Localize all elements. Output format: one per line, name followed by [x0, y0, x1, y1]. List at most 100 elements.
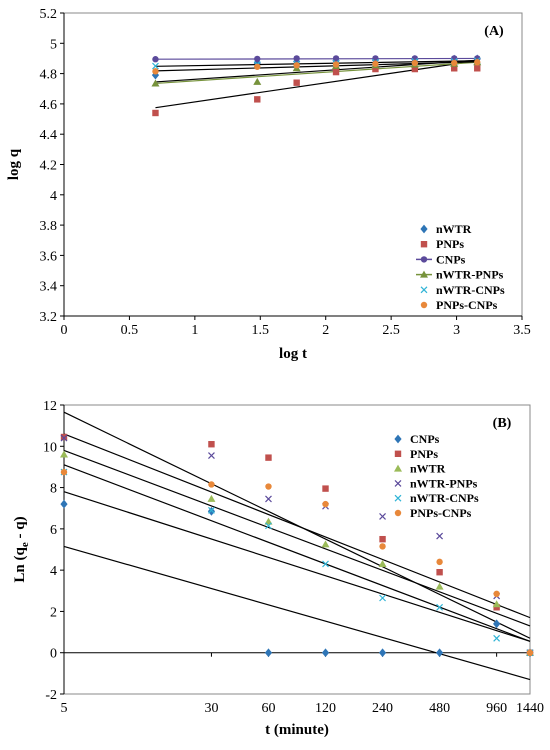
trend-line	[155, 57, 478, 60]
x-tick-label: 1	[191, 323, 198, 338]
x-tick-label: 1440	[516, 701, 544, 716]
y-tick-label: 3.2	[40, 310, 58, 325]
data-point	[60, 468, 68, 476]
data-point	[411, 59, 419, 67]
legend-label: nWTR-CNPs	[436, 283, 505, 297]
trend-line	[155, 61, 478, 85]
data-point	[379, 513, 386, 520]
data-point	[254, 63, 261, 70]
data-point	[254, 55, 261, 63]
data-point	[332, 55, 340, 62]
data-point	[265, 454, 272, 461]
data-point	[378, 648, 387, 658]
y-tick-label: 3.4	[40, 280, 58, 295]
x-tick-label: 960	[486, 701, 507, 716]
legend-label: nWTR-PNPs	[436, 268, 504, 282]
data-point	[265, 522, 272, 530]
y-tick-label: 0	[50, 647, 57, 662]
x-tick-label: 240	[372, 701, 393, 716]
legend-marker	[420, 224, 428, 234]
data-point	[322, 485, 329, 492]
data-point	[332, 61, 340, 68]
data-point	[321, 540, 330, 548]
x-tick-label: 1.5	[252, 323, 270, 338]
data-point	[60, 499, 68, 509]
data-point	[411, 65, 419, 73]
y-tick-label: 3.6	[40, 249, 58, 264]
y-tick-label: 4.2	[40, 159, 58, 174]
data-point	[332, 68, 340, 76]
data-point	[474, 59, 481, 66]
chart-panel-b: 5 30 60 120 240 480 960 1440 -2 0 2 4 6 8 10 12 t (minut…	[12, 399, 544, 738]
data-point	[493, 619, 501, 629]
y-axis-label-sub: e	[19, 542, 31, 547]
legend-label: PNPs-CNPs	[436, 298, 498, 312]
data-point	[451, 65, 458, 72]
data-point	[379, 535, 386, 543]
data-point	[152, 56, 159, 63]
x-tick-label: 0.5	[121, 323, 139, 338]
trend-line	[63, 491, 531, 642]
legend-label: PNPs-CNPs	[410, 506, 472, 520]
y-axis-label: Ln (qe - q)	[12, 516, 31, 582]
legend-label: CNPs	[410, 432, 440, 446]
data-point	[208, 481, 215, 488]
trend-line	[63, 545, 531, 681]
data-point	[265, 495, 272, 503]
x-axis-label: log t	[279, 346, 307, 362]
y-tick-label: 10	[43, 440, 57, 455]
data-point	[435, 582, 444, 590]
data-point	[293, 79, 300, 86]
legend-label: PNPs	[410, 447, 438, 461]
y-tick-label: 2	[50, 605, 57, 620]
data-point	[493, 634, 501, 642]
x-tick-label: 3	[453, 323, 460, 338]
y-tick-label: 5	[50, 37, 57, 52]
legend-marker	[394, 464, 402, 472]
trend-line	[63, 433, 531, 619]
y-tick-label: 3.8	[40, 219, 58, 234]
data-point	[264, 517, 273, 525]
data-point	[493, 590, 500, 598]
legend-label: CNPs	[436, 252, 466, 266]
y-tick-label: 4.8	[40, 68, 58, 83]
y-tick-label: 5.2	[40, 7, 58, 22]
data-point	[152, 62, 159, 70]
chart-panel-a: 0 0.5 1 1.5 2 2.5 3 3.5 3.2 3.4 3.6 3.8 4 4.2 4.4 4.6 4.…	[6, 7, 531, 362]
data-point	[436, 532, 444, 540]
y-tick-label: 4.4	[40, 128, 58, 143]
x-axis-label: t (minute)	[265, 722, 329, 738]
data-point	[60, 433, 68, 441]
trend-line	[155, 61, 478, 72]
y-tick-label: 4.6	[40, 98, 58, 113]
legend-marker	[394, 450, 402, 457]
x-tick-label: 2	[322, 323, 329, 338]
data-point	[379, 594, 386, 602]
data-point	[372, 60, 379, 67]
data-point	[208, 506, 215, 514]
data-point	[436, 558, 443, 566]
data-point	[152, 109, 159, 117]
trend-line	[63, 449, 531, 627]
x-tick-label: 3.5	[513, 323, 531, 338]
legend-marker	[394, 494, 402, 502]
x-tick-label: 2.5	[382, 323, 400, 338]
data-point	[436, 569, 443, 576]
legend-marker	[420, 286, 428, 294]
legend-marker	[420, 270, 428, 278]
y-tick-label: 4	[50, 189, 57, 204]
data-point	[436, 603, 444, 611]
x-tick-label: 5	[61, 701, 68, 716]
data-point	[492, 600, 501, 608]
data-point	[379, 543, 386, 550]
data-point	[265, 483, 272, 490]
data-point	[208, 452, 215, 459]
y-tick-label: 12	[43, 399, 57, 414]
y-tick-label: 6	[50, 523, 57, 538]
y-axis-label: log q	[6, 148, 22, 180]
x-tick-label: 0	[61, 323, 68, 338]
data-point	[321, 648, 330, 658]
